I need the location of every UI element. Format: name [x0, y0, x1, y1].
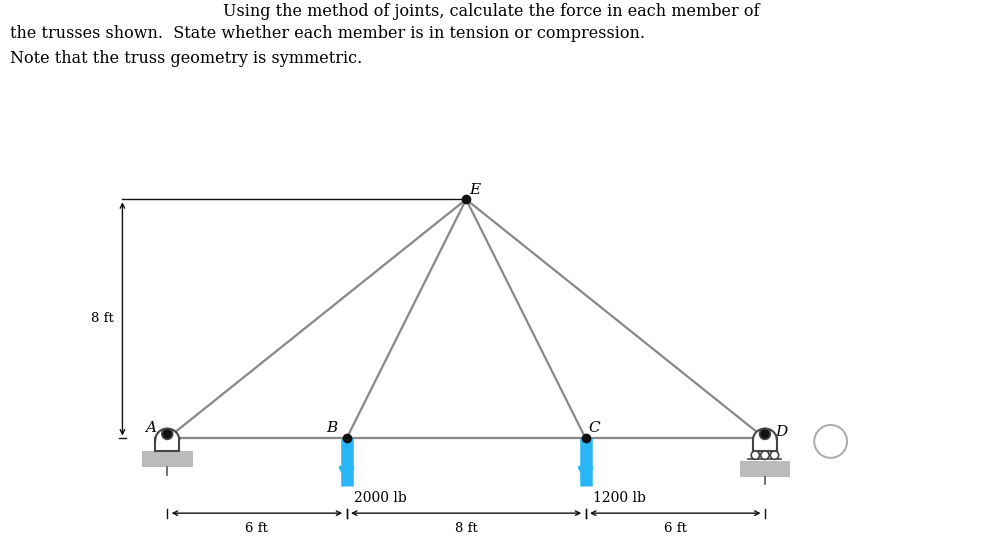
Text: 6 ft: 6 ft	[246, 522, 268, 535]
Circle shape	[761, 451, 769, 459]
Text: 6 ft: 6 ft	[664, 522, 687, 535]
Polygon shape	[155, 428, 179, 451]
Text: E: E	[470, 183, 481, 198]
Text: Note that the truss geometry is symmetric.: Note that the truss geometry is symmetri…	[10, 50, 362, 67]
Text: C: C	[589, 421, 601, 435]
Text: 1200 lb: 1200 lb	[593, 491, 646, 505]
Text: Using the method of joints, calculate the force in each member of: Using the method of joints, calculate th…	[223, 3, 760, 20]
Text: D: D	[776, 426, 787, 439]
Circle shape	[751, 451, 760, 459]
Circle shape	[162, 428, 173, 439]
Text: B: B	[326, 421, 337, 435]
Circle shape	[760, 428, 771, 439]
Text: 2000 lb: 2000 lb	[354, 491, 407, 505]
Text: A: A	[145, 421, 156, 435]
Circle shape	[771, 451, 779, 459]
Bar	[739, 460, 790, 477]
Text: the trusses shown.  State whether each member is in tension or compression.: the trusses shown. State whether each me…	[10, 25, 645, 42]
Text: 8 ft: 8 ft	[455, 522, 478, 535]
Bar	[142, 451, 193, 468]
Text: 8 ft: 8 ft	[90, 312, 113, 326]
Polygon shape	[753, 428, 777, 451]
Circle shape	[814, 425, 847, 458]
